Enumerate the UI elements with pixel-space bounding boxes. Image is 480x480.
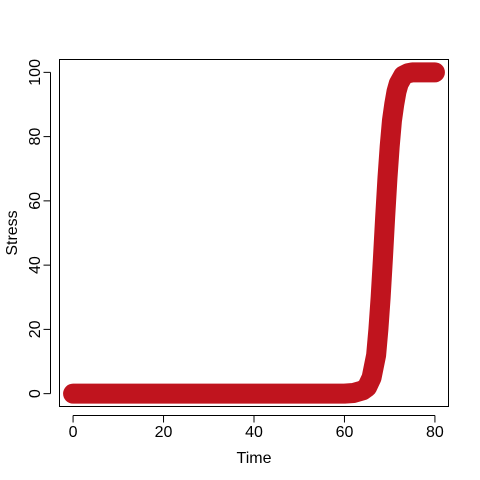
x-axis-title: Time xyxy=(237,450,272,467)
y-tick-label: 40 xyxy=(27,256,44,274)
x-tick-label: 0 xyxy=(69,424,78,441)
y-tick-label: 0 xyxy=(27,389,44,398)
plot-frame xyxy=(59,59,449,407)
x-tick-label: 60 xyxy=(336,424,354,441)
x-tick-label: 20 xyxy=(155,424,173,441)
y-tick-label: 80 xyxy=(27,128,44,146)
series-layer xyxy=(63,62,445,404)
series-line-0 xyxy=(63,62,445,404)
y-axis-title: Stress xyxy=(4,210,21,255)
x-axis: 0 20 40 60 80 xyxy=(69,415,444,441)
x-tick-label: 40 xyxy=(245,424,263,441)
x-tick-label: 80 xyxy=(426,424,444,441)
y-axis: 0 20 40 60 80 100 xyxy=(27,59,51,398)
y-tick-label: 60 xyxy=(27,192,44,210)
y-tick-label: 20 xyxy=(27,320,44,338)
y-tick-label: 100 xyxy=(27,59,44,86)
